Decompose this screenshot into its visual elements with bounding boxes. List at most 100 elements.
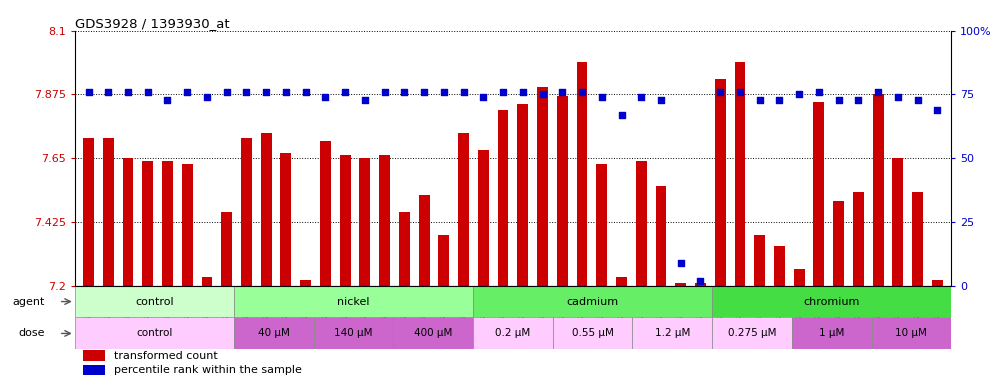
Bar: [261, 133, 272, 286]
Bar: [458, 133, 469, 286]
Bar: [577, 62, 588, 286]
Point: [555, 89, 571, 95]
Bar: [201, 277, 212, 286]
Bar: [617, 277, 626, 286]
Text: percentile rank within the sample: percentile rank within the sample: [115, 365, 302, 375]
Point: [298, 89, 314, 95]
Bar: [379, 156, 390, 286]
Bar: [872, 318, 951, 349]
Point: [535, 91, 551, 98]
Bar: [715, 79, 726, 286]
Bar: [320, 141, 331, 286]
Point: [653, 96, 669, 103]
Text: 40 μM: 40 μM: [258, 328, 290, 338]
Point: [831, 96, 847, 103]
Bar: [734, 62, 745, 286]
Text: agent: agent: [12, 296, 45, 306]
Bar: [418, 195, 429, 286]
Point: [357, 96, 373, 103]
Text: nickel: nickel: [338, 296, 370, 306]
Point: [614, 112, 629, 118]
Text: transformed count: transformed count: [115, 351, 218, 361]
Bar: [912, 192, 923, 286]
Point: [159, 96, 175, 103]
Bar: [142, 161, 153, 286]
Text: 1 μM: 1 μM: [819, 328, 845, 338]
Point: [515, 89, 531, 95]
Point: [594, 94, 610, 100]
Point: [732, 89, 748, 95]
Point: [278, 89, 294, 95]
Point: [436, 89, 452, 95]
Point: [338, 89, 354, 95]
Point: [238, 89, 254, 95]
Point: [871, 89, 886, 95]
Bar: [635, 161, 646, 286]
Bar: [393, 318, 473, 349]
Text: 140 μM: 140 μM: [335, 328, 373, 338]
Bar: [814, 101, 825, 286]
Point: [475, 94, 491, 100]
Text: 0.2 μM: 0.2 μM: [495, 328, 531, 338]
Bar: [103, 138, 114, 286]
Point: [121, 89, 136, 95]
Bar: [281, 152, 292, 286]
Bar: [234, 286, 473, 318]
Text: 0.275 μM: 0.275 μM: [728, 328, 776, 338]
Point: [574, 89, 590, 95]
Point: [851, 96, 867, 103]
Point: [791, 91, 807, 98]
Text: 1.2 μM: 1.2 μM: [654, 328, 690, 338]
Text: dose: dose: [18, 328, 45, 338]
Point: [455, 89, 471, 95]
Bar: [792, 318, 872, 349]
Bar: [517, 104, 528, 286]
Bar: [892, 158, 903, 286]
Bar: [182, 164, 192, 286]
Text: cadmium: cadmium: [567, 296, 619, 306]
Bar: [478, 150, 489, 286]
Bar: [234, 318, 314, 349]
Bar: [300, 280, 311, 286]
Text: GDS3928 / 1393930_at: GDS3928 / 1393930_at: [75, 17, 229, 30]
Point: [81, 89, 97, 95]
Point: [318, 94, 334, 100]
Bar: [853, 192, 864, 286]
Bar: [84, 365, 106, 375]
Point: [139, 89, 155, 95]
Text: control: control: [135, 296, 173, 306]
Point: [416, 89, 432, 95]
Bar: [162, 161, 173, 286]
Bar: [75, 318, 234, 349]
Bar: [83, 138, 94, 286]
Bar: [537, 88, 548, 286]
Bar: [340, 156, 351, 286]
Text: chromium: chromium: [804, 296, 860, 306]
Text: 0.55 μM: 0.55 μM: [572, 328, 614, 338]
Bar: [754, 235, 765, 286]
Bar: [221, 212, 232, 286]
Bar: [774, 246, 785, 286]
Text: 400 μM: 400 μM: [414, 328, 452, 338]
Bar: [75, 286, 234, 318]
Bar: [794, 269, 805, 286]
Point: [889, 94, 905, 100]
Bar: [695, 283, 706, 286]
Bar: [712, 318, 792, 349]
Bar: [84, 351, 106, 361]
Bar: [553, 318, 632, 349]
Point: [712, 89, 728, 95]
Bar: [314, 318, 393, 349]
Bar: [360, 158, 371, 286]
Bar: [712, 286, 951, 318]
Point: [772, 96, 788, 103]
Point: [929, 107, 945, 113]
Bar: [597, 164, 608, 286]
Bar: [675, 283, 686, 286]
Point: [633, 94, 649, 100]
Bar: [438, 235, 449, 286]
Point: [258, 89, 274, 95]
Bar: [241, 138, 252, 286]
Point: [752, 96, 768, 103]
Point: [396, 89, 412, 95]
